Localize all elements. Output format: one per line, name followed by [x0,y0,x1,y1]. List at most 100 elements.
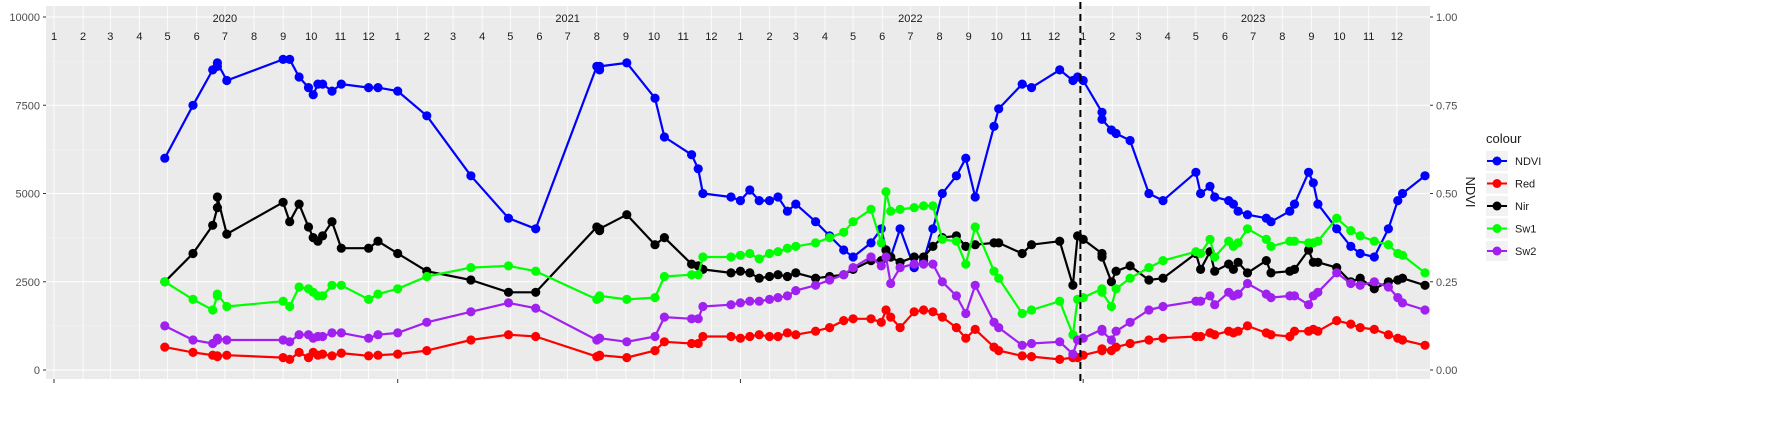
sw1-point [659,271,670,282]
sw1-point [208,305,218,315]
month-label: 12 [362,31,374,43]
sw1-point [1144,263,1154,273]
sw1-point [961,259,971,269]
sw2-point [937,277,947,287]
ndvi-point [1233,206,1243,216]
red-point [1332,316,1342,326]
red-point [994,346,1004,356]
ndvi-point [1383,224,1393,234]
red-point [1097,344,1107,354]
sw1-point [876,238,886,248]
ndvi-point [726,192,736,202]
red-point [188,347,198,357]
red-point [222,350,232,360]
nir-point [336,243,346,253]
ndvi-point [364,83,374,93]
sw1-point [909,203,919,213]
nir-point [531,287,541,297]
ndvi-point [1355,248,1365,259]
sw1-point [1332,213,1342,223]
red-point [622,353,632,363]
nir-point [1125,261,1135,271]
sw2-point [886,278,896,289]
ndvi-point [1285,206,1295,216]
nir-point [212,192,222,202]
nir-point [294,199,304,209]
nir-point [1055,236,1065,246]
right-axis-title: NDVI [1463,176,1478,207]
legend-label: Red [1515,179,1535,191]
ndvi-point [839,245,849,255]
sw1-point [919,201,929,211]
sw2-point [1420,305,1430,315]
sw1-point [160,277,170,287]
legend-label: Nir [1515,201,1529,213]
sw2-point [327,328,337,338]
nir-point [466,275,476,285]
sw1-point [222,301,232,312]
legend-item-ndvi: NDVI [1486,151,1541,171]
sw2-point [735,298,746,308]
red-point [895,323,905,333]
red-point [1144,335,1154,345]
sw2-point [764,294,775,304]
sw2-point [791,286,801,296]
nir-point [503,287,514,297]
red-point [531,331,541,342]
sw2-point [839,270,849,280]
red-point [764,331,775,342]
sw1-point [650,293,660,303]
sw2-point [909,259,919,269]
red-point [1158,333,1168,343]
month-label: 7 [907,31,913,43]
ndvi-point [782,206,793,216]
nir-point [782,271,793,282]
nir-point [208,220,218,230]
year-label: 2020 [213,13,237,25]
sw1-point [825,233,835,243]
ndvi-point [687,150,697,160]
sw1-point [622,294,632,304]
sw1-point [895,204,905,214]
sw1-point [1106,301,1116,312]
ndvi-point [1266,217,1276,227]
ndvi-point [188,100,198,110]
sw1-point [1261,234,1271,244]
sw2-point [726,300,736,310]
sw2-point [503,298,514,308]
red-point [951,323,962,333]
sw1-point [1055,296,1065,306]
sw2-point [659,312,670,322]
nir-point [735,266,746,276]
ndvi-point [327,86,337,96]
nir-point [393,248,403,259]
ndvi-point [1228,199,1238,209]
ndvi-point [285,54,295,64]
month-label: 12 [1391,31,1403,43]
ndvi-point [1393,196,1403,206]
nir-point [1097,252,1107,262]
sw2-point [876,261,886,271]
nir-point [212,203,222,213]
nir-point [659,233,670,243]
red-point [1266,330,1276,340]
nir-point [595,224,605,234]
red-point [773,331,783,342]
legend-key-point [1492,179,1502,188]
sw2-point [811,280,821,290]
ndvi-point [961,153,971,163]
red-point [1111,342,1121,352]
sw2-point [919,259,929,269]
nir-point [791,268,801,278]
ndvi-point [1346,241,1356,251]
legend-item-red: Red [1486,173,1535,194]
ndvi-point [994,104,1004,114]
ndvi-point [1026,83,1037,93]
nir-point [961,241,971,251]
month-label: 3 [450,31,456,43]
nir-point [1144,275,1154,285]
legend-label: Sw1 [1515,224,1536,236]
sw1-point [811,238,821,248]
red-point [735,333,746,343]
red-point [1383,330,1393,340]
